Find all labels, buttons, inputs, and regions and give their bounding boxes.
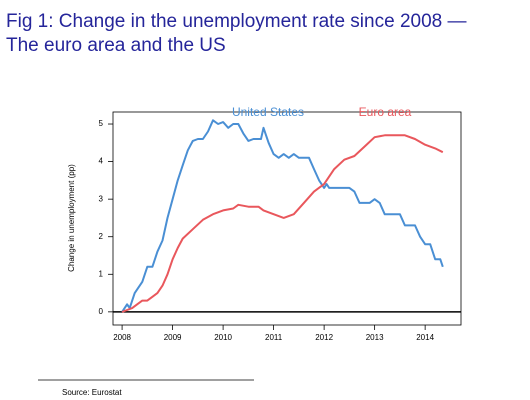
series-line — [121, 119, 444, 313]
x-tick-label: 2009 — [164, 333, 182, 342]
plot-frame — [112, 111, 462, 326]
source: Source: Eurostat — [62, 388, 122, 397]
y-tick-label: 2 — [99, 232, 104, 241]
x-tick-label: 2008 — [113, 333, 131, 342]
y-tick-label: 3 — [99, 194, 104, 203]
series-line — [121, 134, 444, 313]
x-tick-label: 2013 — [366, 333, 384, 342]
y-tick-label: 1 — [99, 269, 104, 278]
x-tick-label: 2010 — [214, 333, 232, 342]
y-axis-label: Change in unemployment (pp) — [67, 164, 76, 272]
legend-label: Euro area — [359, 105, 412, 119]
x-tick-label: 2012 — [315, 333, 333, 342]
y-tick-label: 5 — [99, 119, 104, 128]
x-tick-label: 2011 — [265, 333, 283, 342]
y-tick-label: 0 — [99, 307, 104, 316]
y-tick-label: 4 — [99, 157, 104, 166]
chart-title: Fig 1: Change in the unemployment rate s… — [6, 11, 467, 32]
x-tick-label: 2014 — [416, 333, 434, 342]
legend-label: United States — [232, 105, 304, 119]
chart-title: The euro area and the US — [6, 35, 226, 56]
